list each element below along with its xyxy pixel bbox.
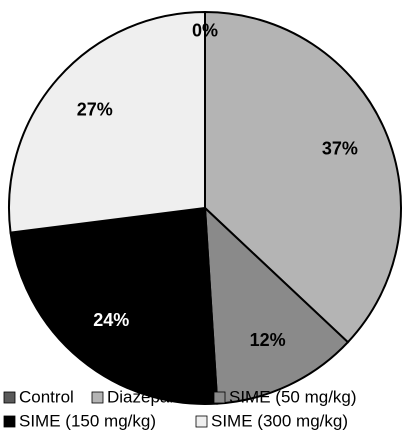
- legend-swatch: [3, 391, 16, 404]
- data-label: 24%: [93, 310, 129, 330]
- legend-label: Control: [19, 387, 74, 406]
- pie-slice: [8, 10, 206, 234]
- legend-swatch: [213, 391, 226, 404]
- data-label: 37%: [322, 138, 358, 158]
- legend-swatch: [3, 415, 16, 428]
- legend-label: Diazepam: [107, 387, 184, 406]
- pie-slice: [9, 206, 219, 405]
- legend-swatch: [195, 415, 208, 428]
- data-label: 27%: [77, 100, 113, 120]
- pie-slice: [204, 10, 402, 344]
- data-label: 0%: [192, 20, 218, 40]
- legend-label: SIME (150 mg/kg): [19, 411, 156, 430]
- legend-swatch: [91, 391, 104, 404]
- legend-label: SIME (50 mg/kg): [229, 387, 357, 406]
- legend-label: SIME (300 mg/kg): [211, 411, 348, 430]
- pie-slice: [203, 205, 350, 405]
- data-label: 12%: [250, 330, 286, 350]
